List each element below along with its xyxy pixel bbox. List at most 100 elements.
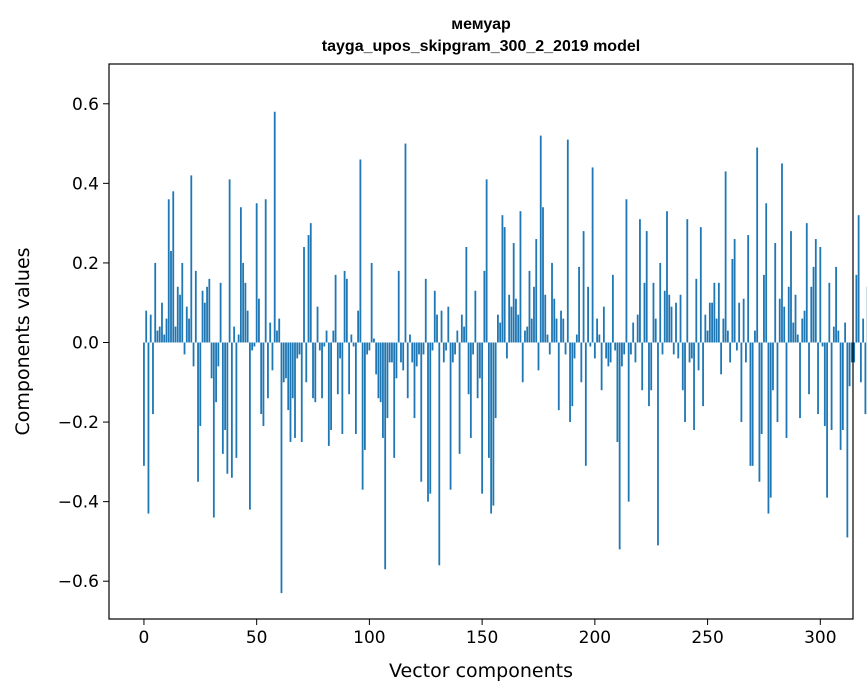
bar	[774, 243, 777, 343]
bar	[627, 342, 630, 502]
bar	[724, 171, 727, 343]
bar	[634, 342, 637, 363]
bar	[539, 135, 542, 343]
bar	[404, 143, 407, 343]
bar	[413, 342, 416, 419]
bar	[228, 179, 231, 343]
bar	[316, 306, 319, 343]
bar	[754, 330, 756, 343]
bar	[271, 342, 274, 371]
bar	[720, 342, 723, 375]
bar	[472, 342, 475, 355]
bar	[853, 342, 856, 363]
bar-series	[143, 111, 867, 594]
bar	[672, 342, 675, 355]
bar	[463, 326, 465, 343]
y-tick-label: 0.4	[72, 174, 99, 194]
bar	[147, 342, 150, 514]
bar	[179, 294, 181, 343]
chart-title-line1: мемуар	[451, 16, 511, 33]
bar	[769, 342, 772, 498]
bar	[440, 310, 443, 343]
bar	[217, 342, 220, 367]
bar	[519, 211, 522, 343]
bar	[451, 342, 454, 363]
bar	[839, 342, 842, 450]
bar	[690, 342, 693, 359]
bar	[817, 342, 819, 415]
bar	[474, 290, 477, 343]
bar	[569, 342, 571, 423]
bar	[844, 322, 847, 343]
bar	[614, 342, 617, 351]
bar	[760, 342, 763, 434]
bar	[708, 302, 711, 343]
bar	[792, 322, 795, 343]
bar	[857, 215, 860, 343]
bar	[650, 342, 653, 391]
bar	[341, 342, 344, 434]
bar	[726, 330, 729, 343]
bar	[826, 342, 828, 498]
bar	[393, 342, 396, 458]
bar	[790, 231, 792, 343]
bar	[850, 342, 853, 363]
bar	[285, 342, 287, 379]
bar	[183, 342, 186, 355]
x-tick-label: 0	[139, 628, 150, 648]
bar	[289, 342, 292, 442]
x-tick-label: 200	[579, 628, 611, 648]
bar	[589, 342, 592, 347]
bar	[291, 342, 294, 399]
chart-title-line2: tayga_upos_skipgram_300_2_2019 model	[322, 38, 640, 55]
bar	[312, 342, 314, 399]
bar	[249, 342, 251, 510]
bar	[794, 294, 797, 343]
bar	[546, 334, 549, 343]
bar	[823, 342, 826, 427]
bar	[278, 318, 281, 343]
bar	[258, 298, 260, 343]
bar	[611, 274, 614, 343]
bar	[429, 342, 432, 494]
bar	[287, 342, 290, 411]
bar	[237, 334, 240, 343]
bar	[663, 290, 666, 343]
bar	[253, 342, 256, 347]
bar	[528, 270, 531, 343]
bar	[544, 294, 547, 343]
bar	[564, 342, 567, 355]
bar	[702, 342, 704, 407]
bar	[578, 266, 580, 343]
bar	[616, 342, 619, 442]
bar	[510, 306, 513, 343]
bar	[591, 167, 594, 343]
bar	[314, 342, 317, 403]
bar	[397, 270, 400, 343]
bar	[830, 342, 833, 431]
bar	[336, 342, 339, 395]
bar	[508, 294, 511, 343]
bar	[418, 342, 420, 355]
bar	[447, 306, 450, 343]
bar	[354, 342, 357, 434]
x-tick-label: 100	[353, 628, 385, 648]
bar	[535, 239, 538, 343]
bar	[323, 342, 326, 347]
bar	[661, 342, 664, 355]
bar	[846, 342, 849, 538]
bar	[343, 270, 346, 343]
bar	[185, 306, 188, 343]
bar	[307, 235, 310, 343]
bar	[300, 342, 303, 442]
bar	[675, 302, 677, 343]
bar	[339, 342, 341, 359]
y-axis-label: Components values	[12, 247, 34, 435]
bar	[442, 342, 445, 363]
bar	[163, 334, 166, 343]
bar	[799, 342, 801, 419]
bar	[575, 334, 578, 343]
bar	[819, 247, 822, 343]
bar	[469, 342, 472, 438]
bar	[226, 342, 229, 474]
